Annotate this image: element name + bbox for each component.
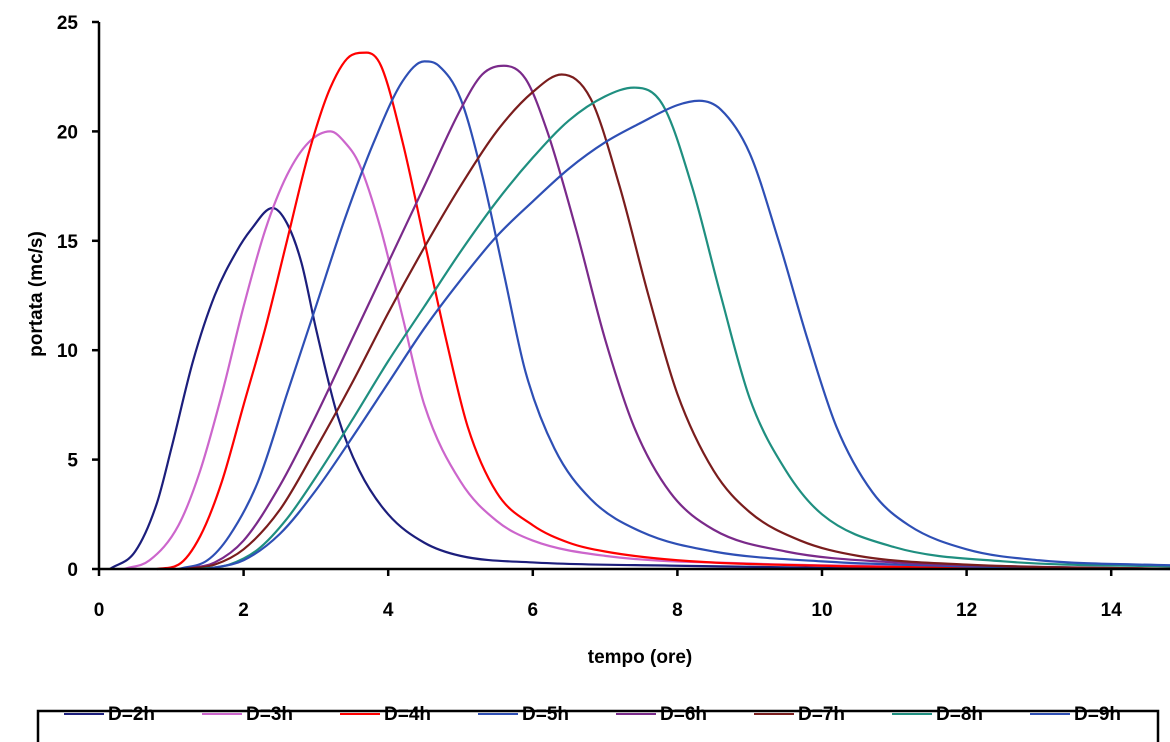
x-tick-label: 0 [94,600,105,621]
x-tick-label: 6 [528,600,539,621]
legend-label: D=4h [384,704,431,725]
legend-label: D=5h [522,704,569,725]
legend-box [36,709,1160,742]
tick-labels-group: 0 5 10 15 20 25 0 2 4 6 8 10 12 14 [57,13,1122,621]
series-line-d-2h [109,206,1170,571]
legend: D=2h D=3h D=4h D=5h D=6h D=7h D=8h D=9h [36,704,1160,742]
x-tick-label: 4 [383,600,394,621]
x-tick-label: 10 [811,600,832,621]
y-tick-label: 10 [57,341,78,362]
series-line-d-5h [178,60,1170,571]
legend-label: D=7h [798,704,845,725]
x-axis-title: tempo (ore) [588,647,693,668]
legend-items: D=2h D=3h D=4h D=5h D=6h D=7h D=8h D=9h [64,704,1121,725]
y-tick-label: 0 [67,560,78,581]
series-line-d-9h [207,99,1170,571]
series-line-d-4h [156,51,1170,571]
series-line-d-3h [123,130,1170,571]
y-tick-label: 25 [57,13,79,34]
y-axis-title: portata (mc/s) [26,231,47,357]
x-tick-label: 14 [1101,600,1123,621]
series-line-d-7h [185,73,1170,571]
plot-series-group [109,51,1170,571]
x-tick-label: 2 [238,600,249,621]
y-tick-label: 15 [57,232,79,253]
legend-label: D=2h [108,704,155,725]
legend-label: D=9h [1074,704,1121,725]
legend-label: D=3h [246,704,293,725]
series-line-d-6h [185,64,1170,571]
axis-ticks-group [92,20,1113,576]
x-tick-label: 12 [956,600,977,621]
series-line-d-8h [200,86,1170,571]
x-tick-label: 8 [672,600,683,621]
y-tick-label: 5 [67,451,78,472]
legend-label: D=6h [660,704,707,725]
y-tick-label: 20 [57,122,78,143]
legend-label: D=8h [936,704,983,725]
